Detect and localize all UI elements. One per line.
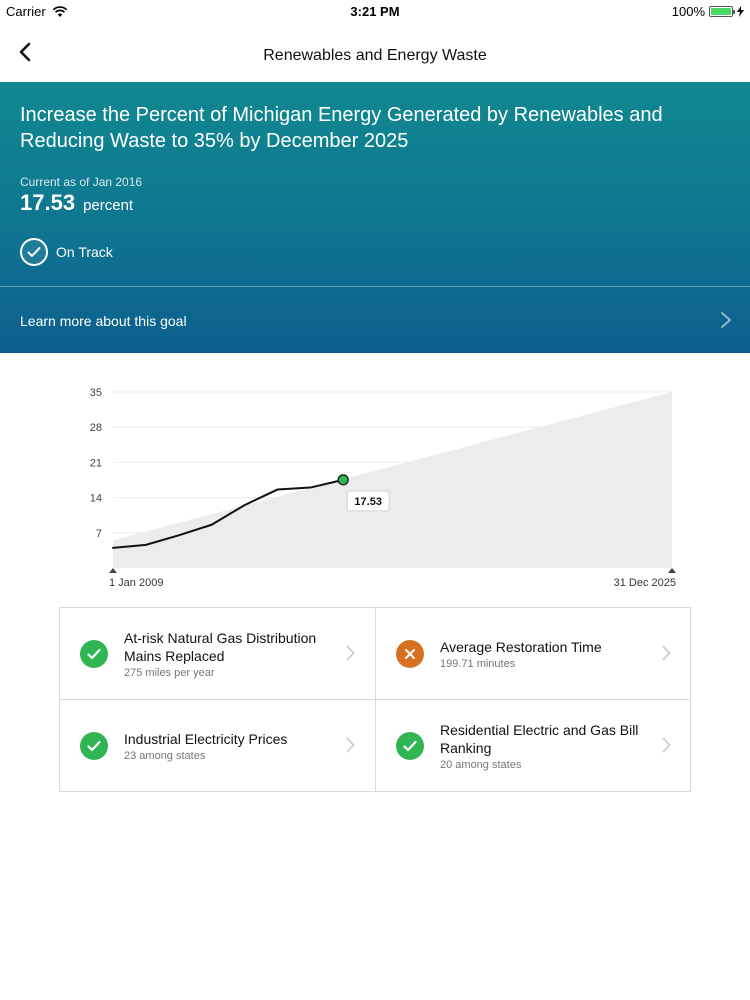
chevron-right-icon xyxy=(662,737,671,753)
goal-status: On Track xyxy=(20,238,113,266)
divider xyxy=(0,286,750,287)
x-start-label: 1 Jan 2009 xyxy=(109,577,163,589)
chevron-right-icon xyxy=(346,737,355,753)
y-tick-label: 28 xyxy=(90,422,102,434)
check-circle-icon xyxy=(80,640,108,668)
chevron-left-icon[interactable] xyxy=(14,40,38,64)
charging-bolt-icon xyxy=(737,6,744,17)
status-bar: Carrier 3:21 PM 100% xyxy=(0,0,750,22)
progress-chart: 7 14 21 28 35 17.53 1 Jan 2009 31 Dec 2025 xyxy=(90,387,676,589)
metric-title: Average Restoration Time xyxy=(440,639,602,655)
metric-title: At-risk Natural Gas Distribution Mains R… xyxy=(124,630,317,664)
learn-more-row[interactable]: Learn more about this goal xyxy=(0,287,750,353)
callout-box xyxy=(346,490,390,512)
goal-header: Increase the Percent of Michigan Energy … xyxy=(0,82,750,353)
metric-value: 20 among states xyxy=(440,759,522,771)
y-tick-label: 35 xyxy=(90,387,102,399)
learn-more-link[interactable]: Learn more about this goal xyxy=(20,313,187,329)
x-circle-icon xyxy=(396,640,424,668)
current-value-number: 17.53 xyxy=(20,190,76,215)
y-tick-label: 14 xyxy=(90,493,102,505)
chevron-right-icon xyxy=(346,645,355,661)
x-end-label: 31 Dec 2025 xyxy=(614,577,676,589)
carrier-label: Carrier xyxy=(6,4,46,19)
current-value: 17.53 percent xyxy=(20,190,133,216)
metric-value: 199.71 minutes xyxy=(440,658,516,670)
check-circle-icon xyxy=(80,732,108,760)
current-as-of-label: Current as of Jan 2016 xyxy=(20,175,143,189)
metric-card[interactable]: At-risk Natural Gas Distribution Mains R… xyxy=(60,608,376,700)
current-point xyxy=(337,474,349,486)
carrier-indicator: Carrier xyxy=(6,4,68,19)
metric-value: 275 miles per year xyxy=(124,667,215,679)
metric-title: Industrial Electricity Prices xyxy=(124,731,288,747)
y-tick-label: 21 xyxy=(90,457,102,469)
y-tick-label: 7 xyxy=(96,528,102,540)
goal-title: Increase the Percent of Michigan Energy … xyxy=(20,104,663,152)
related-metrics-grid: At-risk Natural Gas Distribution Mains R… xyxy=(59,607,691,792)
chevron-right-icon xyxy=(721,312,731,328)
wifi-icon xyxy=(52,5,68,17)
x-end-marker xyxy=(668,568,676,573)
callout-label: 17.53 xyxy=(354,496,382,508)
current-value-unit: percent xyxy=(83,197,134,214)
battery-icon xyxy=(709,6,735,17)
metric-card[interactable]: Average Restoration Time 199.71 minutes xyxy=(376,608,691,700)
check-circle-icon xyxy=(396,732,424,760)
x-start-marker xyxy=(109,568,117,573)
series-line xyxy=(112,478,345,549)
battery-percent: 100% xyxy=(671,4,705,19)
battery-indicator: 100% xyxy=(672,4,744,19)
goal-status-label: On Track xyxy=(56,244,113,260)
metric-title: Residential Electric and Gas Bill Rankin… xyxy=(440,722,639,756)
chevron-right-icon xyxy=(662,645,671,661)
metric-card[interactable]: Industrial Electricity Prices 23 among s… xyxy=(60,700,376,792)
metric-card[interactable]: Residential Electric and Gas Bill Rankin… xyxy=(376,700,691,792)
navigation-bar: Renewables and Energy Waste xyxy=(0,22,750,82)
target-area xyxy=(113,392,672,568)
clock: 3:21 PM xyxy=(350,4,400,19)
check-circle-icon xyxy=(20,238,48,266)
metric-value: 23 among states xyxy=(124,750,206,762)
page-title: Renewables and Energy Waste xyxy=(263,47,487,64)
